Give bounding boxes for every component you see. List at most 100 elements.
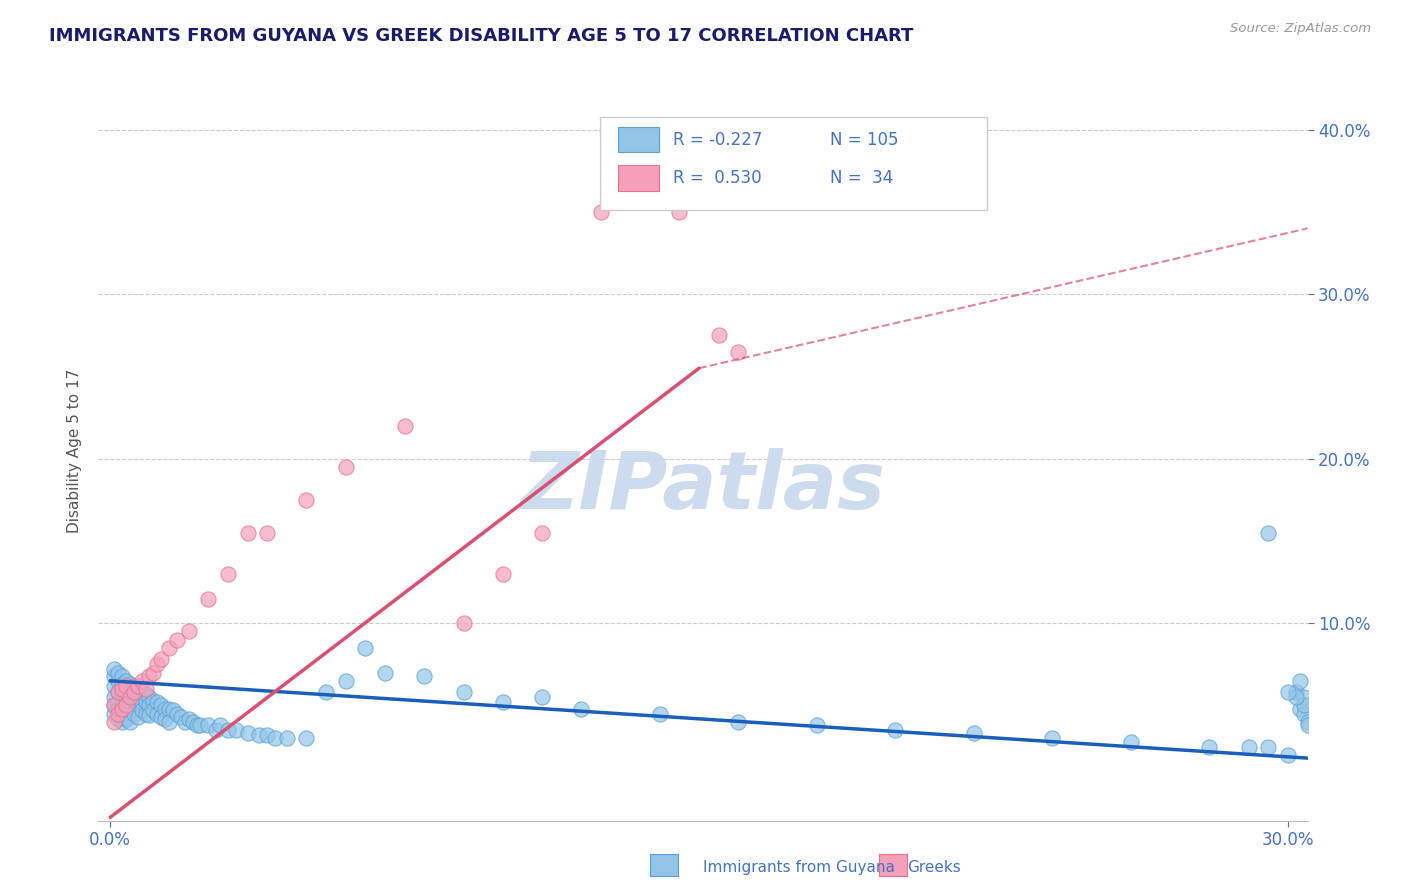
Point (103, 679, 125, 693)
Point (115, 702, 138, 716)
Point (1288, 702, 1310, 716)
Point (963, 726, 986, 740)
Point (1277, 685, 1299, 699)
Point (115, 712, 138, 726)
Point (118, 690, 141, 705)
Point (122, 695, 145, 709)
Point (1198, 739, 1220, 754)
Point (276, 731, 298, 746)
Point (122, 685, 145, 699)
Point (107, 665, 129, 680)
Point (111, 681, 134, 696)
Point (107, 712, 129, 726)
Point (118, 695, 141, 709)
Point (374, 665, 396, 680)
Point (150, 698, 173, 713)
Point (135, 695, 157, 709)
Point (138, 698, 160, 713)
Point (1277, 747, 1299, 762)
Point (668, 205, 690, 219)
Point (190, 718, 212, 732)
Point (531, 525, 554, 540)
Point (150, 652, 173, 666)
Point (138, 690, 160, 705)
Point (453, 685, 475, 699)
Point (1288, 673, 1310, 688)
Point (335, 673, 357, 688)
Text: N = 105: N = 105 (830, 130, 898, 148)
Point (131, 673, 153, 688)
Point (146, 706, 169, 721)
Point (103, 714, 125, 729)
Point (492, 566, 515, 581)
Point (315, 685, 337, 699)
Point (247, 728, 270, 742)
Point (589, 205, 612, 219)
Point (162, 703, 184, 717)
Point (181, 714, 204, 729)
Point (115, 690, 138, 705)
Point (153, 712, 176, 726)
Point (256, 525, 278, 540)
Point (142, 665, 165, 680)
Point (217, 723, 239, 738)
Point (138, 708, 160, 723)
Point (107, 706, 129, 721)
Point (492, 695, 515, 709)
Point (166, 706, 188, 721)
Point (727, 714, 749, 729)
Point (103, 706, 125, 721)
Point (146, 657, 169, 672)
Point (118, 677, 141, 691)
Point (157, 714, 180, 729)
Point (1119, 734, 1142, 748)
Point (111, 698, 134, 713)
Point (1257, 739, 1279, 754)
Point (170, 710, 193, 724)
Point (118, 703, 141, 717)
Point (295, 492, 318, 507)
Point (1285, 690, 1308, 705)
Point (1296, 714, 1319, 729)
Point (177, 624, 200, 639)
Point (115, 673, 138, 688)
Point (103, 669, 125, 683)
Point (707, 328, 730, 343)
Text: ZIPatlas: ZIPatlas (520, 449, 886, 526)
Point (177, 712, 200, 726)
Point (157, 702, 180, 716)
Point (127, 690, 149, 705)
Point (122, 679, 145, 693)
Point (197, 591, 219, 606)
Point (135, 706, 157, 721)
Point (111, 702, 134, 716)
Point (1292, 698, 1315, 713)
Point (111, 687, 134, 701)
Point (531, 690, 554, 705)
Point (1296, 718, 1319, 732)
Point (111, 677, 134, 691)
Text: IMMIGRANTS FROM GUYANA VS GREEK DISABILITY AGE 5 TO 17 CORRELATION CHART: IMMIGRANTS FROM GUYANA VS GREEK DISABILI… (49, 27, 914, 45)
Text: R =  0.530: R = 0.530 (672, 169, 762, 187)
Point (236, 525, 259, 540)
Point (127, 710, 149, 724)
Point (103, 698, 125, 713)
Point (209, 718, 232, 732)
Text: Greeks: Greeks (907, 860, 960, 874)
Point (118, 714, 141, 729)
Point (115, 698, 138, 713)
Point (295, 731, 318, 746)
Point (107, 695, 129, 709)
Point (142, 703, 165, 717)
Point (103, 698, 125, 713)
Point (1257, 525, 1279, 540)
Point (648, 706, 671, 721)
Point (173, 714, 195, 729)
Point (884, 723, 907, 738)
Point (153, 702, 176, 716)
Point (256, 728, 278, 742)
Point (146, 695, 169, 709)
Point (138, 669, 160, 683)
Point (394, 418, 416, 433)
Point (225, 723, 247, 738)
